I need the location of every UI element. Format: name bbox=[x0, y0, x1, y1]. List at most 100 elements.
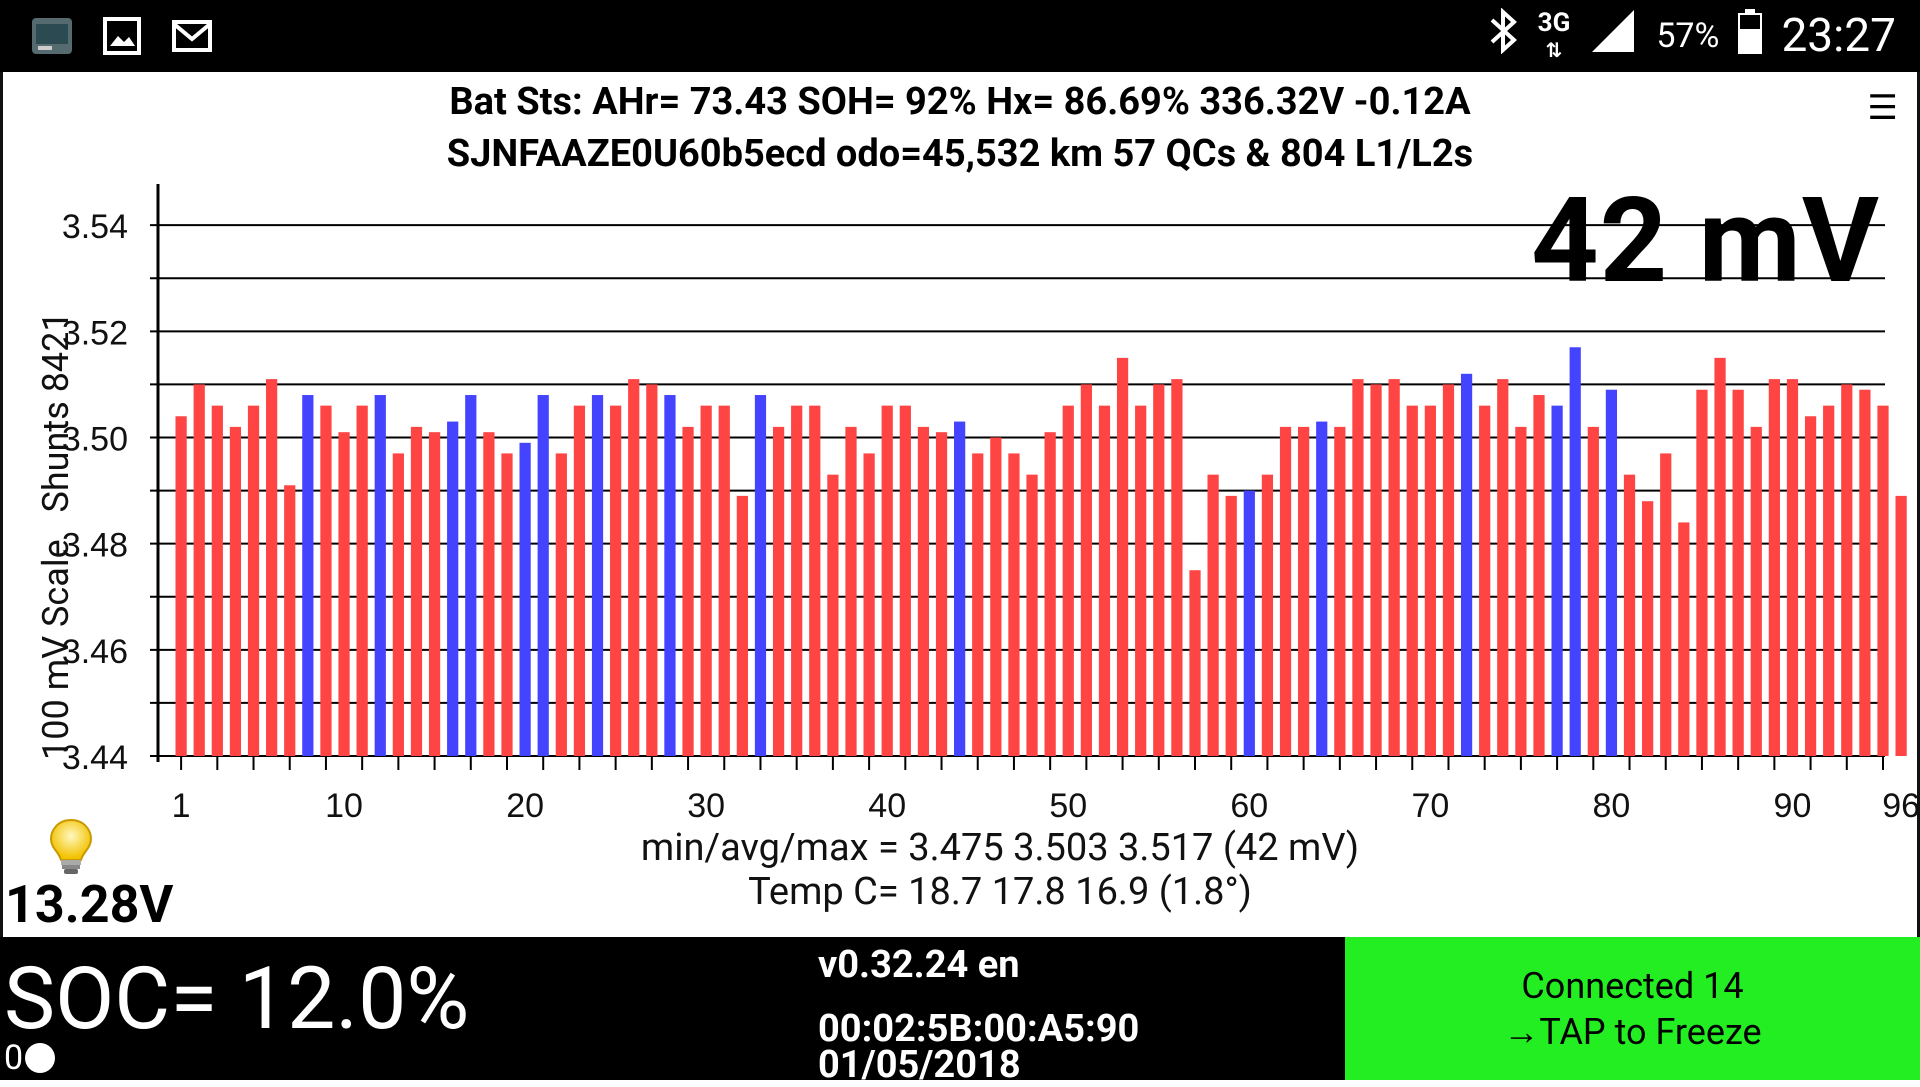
cell-bar bbox=[1696, 389, 1708, 756]
cell-bar bbox=[1243, 490, 1255, 756]
cell-bar bbox=[1877, 405, 1889, 756]
cell-bar bbox=[175, 416, 187, 756]
cell-spread-value: 42 mV bbox=[1530, 172, 1880, 310]
cell-bar bbox=[1823, 405, 1835, 756]
cell-bar bbox=[863, 453, 875, 756]
cell-bar bbox=[410, 426, 423, 756]
y-tick-label: 3.50 bbox=[62, 420, 128, 458]
content-frame bbox=[0, 72, 1920, 937]
cell-bar bbox=[628, 379, 640, 756]
gmail-icon bbox=[170, 14, 214, 58]
cell-bar bbox=[1424, 405, 1436, 756]
cell-bar bbox=[1026, 474, 1038, 756]
notification-icons bbox=[30, 14, 214, 58]
cell-bar bbox=[1388, 379, 1400, 756]
cell-bar bbox=[374, 395, 386, 756]
cell-bar bbox=[718, 405, 730, 756]
system-indicators: 3G ⇅ 57% 23:27 bbox=[1486, 0, 1896, 72]
state-of-charge: SOC= 12.0% bbox=[4, 948, 470, 1049]
cell-bar bbox=[1261, 474, 1274, 756]
cell-bar bbox=[935, 432, 948, 756]
cell-bar bbox=[809, 405, 821, 756]
cell-bar bbox=[447, 421, 459, 756]
cell-bar bbox=[1587, 426, 1599, 756]
cell-bar bbox=[1804, 416, 1817, 756]
cell-bar bbox=[483, 432, 495, 756]
cell-bar bbox=[1460, 373, 1473, 756]
cell-bar bbox=[1135, 405, 1147, 756]
cell-bar bbox=[1859, 389, 1871, 756]
connect-freeze-button[interactable]: Connected 14 →TAP to Freeze bbox=[1345, 937, 1920, 1080]
version-text: v0.32.24 en bbox=[818, 943, 1020, 987]
bluetooth-icon bbox=[1486, 7, 1520, 64]
signal-icon bbox=[1588, 8, 1638, 64]
cell-bar bbox=[465, 395, 477, 756]
cell-bar bbox=[1623, 474, 1636, 756]
cell-bar bbox=[845, 426, 857, 756]
date-text: 01/05/2018 bbox=[818, 1043, 1021, 1087]
y-tick-label: 3.48 bbox=[62, 527, 128, 565]
cell-bar bbox=[736, 495, 748, 756]
cell-bar bbox=[1352, 379, 1364, 756]
cell-bar bbox=[1841, 384, 1853, 756]
cell-bar bbox=[1298, 426, 1310, 756]
gallery-icon bbox=[100, 14, 144, 58]
cell-bar bbox=[791, 405, 803, 756]
y-tick-label: 3.54 bbox=[62, 208, 128, 246]
cell-bar bbox=[1406, 405, 1418, 756]
cell-bar bbox=[1334, 426, 1346, 756]
cell-bar bbox=[1171, 379, 1183, 756]
network-type: 3G ⇅ bbox=[1537, 7, 1571, 62]
y-tick-label: 3.46 bbox=[62, 633, 128, 671]
cell-bar bbox=[1678, 522, 1690, 756]
cell-bar bbox=[302, 395, 314, 756]
cell-bar bbox=[284, 485, 296, 756]
cell-bar bbox=[519, 442, 531, 756]
cell-bar bbox=[1895, 495, 1907, 756]
cell-bar bbox=[954, 421, 966, 756]
cell-bar bbox=[1786, 379, 1799, 756]
cell-bar bbox=[229, 426, 242, 756]
cell-bar bbox=[772, 426, 785, 756]
x-tick-label: 50 bbox=[1049, 787, 1087, 825]
x-tick-label: 30 bbox=[687, 787, 725, 825]
cell-bar bbox=[1642, 501, 1654, 756]
soc-indicator-dot bbox=[25, 1043, 56, 1073]
cell-bar bbox=[646, 384, 658, 756]
cell-voltage-chart[interactable]: 3.54 3.52 3.50 3.48 3.46 3.44 1 10 20 30 40 50 60 70 8… bbox=[0, 0, 1920, 937]
x-tick-label: 60 bbox=[1230, 787, 1268, 825]
cell-bar bbox=[573, 405, 586, 756]
cell-bar bbox=[1479, 405, 1491, 756]
connection-status: Connected 14 bbox=[1521, 965, 1744, 1007]
battery-status-line: Bat Sts: AHr= 73.43 SOH= 92% Hx= 86.69% … bbox=[449, 80, 1471, 124]
x-tick-label: 10 bbox=[325, 787, 363, 825]
cell-bar bbox=[555, 453, 567, 756]
cell-bar bbox=[591, 395, 604, 756]
cell-bar bbox=[664, 395, 676, 756]
x-tick-label: 70 bbox=[1411, 787, 1449, 825]
min-avg-max-readout: min/avg/max = 3.475 3.503 3.517 (42 mV) bbox=[640, 826, 1360, 870]
cell-bar bbox=[881, 405, 893, 756]
menu-icon[interactable]: ☰ bbox=[1867, 88, 1898, 128]
cell-bar bbox=[193, 384, 205, 756]
cell-bar bbox=[1533, 395, 1545, 756]
cell-bar bbox=[1080, 384, 1092, 756]
cell-bar bbox=[1370, 384, 1382, 756]
clock: 23:27 bbox=[1781, 9, 1896, 63]
cell-bar bbox=[610, 405, 622, 756]
cell-bar bbox=[754, 395, 767, 756]
cell-bar bbox=[1497, 379, 1509, 756]
cell-bar bbox=[1551, 405, 1563, 756]
cell-bar bbox=[211, 405, 223, 756]
cell-bar bbox=[1732, 389, 1744, 756]
cell-bar bbox=[917, 426, 930, 756]
cell-bar bbox=[266, 379, 278, 756]
battery-icon bbox=[1737, 7, 1763, 65]
aux-battery-voltage: 13.28V bbox=[5, 874, 174, 935]
mac-address: 00:02:5B:00:A5:90 bbox=[818, 1007, 1140, 1051]
battery-percent: 57% bbox=[1656, 16, 1720, 56]
status-bar: 3G ⇅ 57% 23:27 bbox=[0, 0, 1920, 72]
cell-bar bbox=[1605, 389, 1618, 756]
cell-bar bbox=[1116, 357, 1129, 756]
cell-bar bbox=[1750, 426, 1762, 756]
